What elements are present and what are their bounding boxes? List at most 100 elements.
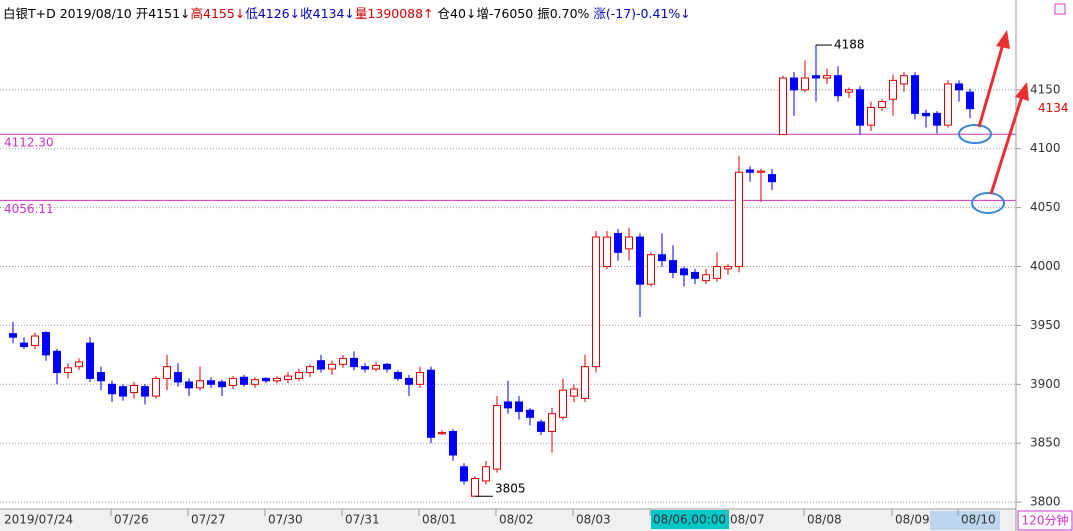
header-field: 仓40↓ [433, 6, 477, 21]
candle-body [889, 79, 897, 100]
x-tick-label: 08/03 [576, 513, 611, 527]
y-tick-label: 3950 [1030, 318, 1061, 332]
candle-body [515, 401, 523, 412]
candle-body [174, 372, 182, 383]
candle-body [229, 377, 237, 386]
candle-body [845, 89, 853, 93]
candle-body [350, 357, 358, 368]
header-field: 高4155↓ [190, 6, 246, 21]
candle-body [713, 266, 721, 279]
candle-body [570, 388, 578, 397]
y-tick-label: 4150 [1030, 82, 1061, 96]
candle-body [86, 342, 94, 379]
candle-body [911, 75, 919, 114]
circle-annotation [958, 124, 992, 144]
x-tick-label: 08/08 [807, 513, 842, 527]
header-field: 收4134↓ [300, 6, 355, 21]
candle-body [471, 478, 479, 497]
candle-body [735, 171, 743, 268]
candle-body [42, 331, 50, 356]
period-label: 120分钟 [1022, 513, 1069, 528]
candle-body [152, 377, 160, 397]
candle-body [185, 381, 193, 389]
candle-body [834, 75, 842, 97]
candle-body [306, 366, 314, 374]
candle-body [548, 413, 556, 432]
candle-body [295, 372, 303, 379]
candle-body [449, 430, 457, 456]
candle-body [636, 236, 644, 285]
candle-body [801, 77, 809, 91]
candle-body [592, 236, 600, 368]
reference-label: 4112.30 [4, 136, 54, 150]
x-tick-label: 08/01 [422, 513, 457, 527]
candle-body [559, 389, 567, 418]
candle-body [933, 112, 941, 126]
candle-body [240, 376, 248, 385]
candle-body [141, 386, 149, 397]
x-tick-label: 07/26 [114, 513, 149, 527]
cursor-label-bg [651, 510, 729, 529]
candle-body [702, 274, 710, 282]
candle-body [405, 377, 413, 385]
arrow-head [996, 30, 1010, 49]
candle-body [119, 386, 127, 397]
quote-header: 白银T+D 2019/08/10 开4151↓高4155↓低4126↓收4134… [3, 3, 691, 22]
y-tick-label: 4000 [1030, 259, 1061, 273]
candle-body [394, 372, 402, 379]
candle-body [944, 83, 952, 126]
candle-body [900, 75, 908, 85]
candle-body [53, 350, 61, 374]
candle-body [680, 268, 688, 276]
candle-body [273, 377, 281, 382]
candle-body [691, 271, 699, 279]
candle-body [207, 380, 215, 385]
candle-body [581, 366, 589, 399]
candle-body [218, 381, 226, 388]
arrow [989, 95, 1024, 195]
header-field: 开4151↓ [135, 6, 191, 21]
y-tick-label: 3900 [1030, 377, 1061, 391]
high-marker-label: 4188 [834, 38, 865, 52]
candle-body [482, 466, 490, 482]
x-tick-label: 08/07 [730, 513, 765, 527]
candle-body [867, 106, 875, 126]
window-icon[interactable] [1054, 3, 1066, 15]
header-field: 振0.70% [533, 6, 590, 21]
candle-body [416, 372, 424, 385]
y-tick-label: 3800 [1030, 495, 1061, 509]
candle-body [361, 366, 369, 370]
x-tick-label: 08/10 [961, 513, 996, 527]
x-tick-label: 07/30 [268, 513, 303, 527]
candle-body [658, 254, 666, 262]
x-tick-label: 08/06,00:00 [653, 513, 726, 527]
low-marker-label: 3805 [495, 482, 526, 496]
candle-body [955, 83, 963, 91]
candle-body [526, 409, 534, 418]
candle-body [31, 335, 39, 346]
arrow [977, 43, 1005, 128]
candle-body [262, 377, 270, 382]
header-field: 白银T+D 2019/08/10 [3, 6, 136, 21]
candle-body [9, 333, 17, 338]
candle-body [504, 401, 512, 409]
circle-annotation [971, 192, 1005, 214]
candle-body [75, 361, 83, 368]
header-field: 增-76050 [476, 6, 534, 21]
x-axis-band [0, 510, 1016, 531]
candle-body [966, 91, 974, 110]
candle-body [427, 369, 435, 438]
x-tick-label: 07/31 [345, 513, 380, 527]
arrow-head [1015, 82, 1029, 101]
candle-body [251, 379, 259, 385]
header-field: 量1390088↑ [354, 6, 434, 21]
candle-body [614, 233, 622, 253]
candle-body [372, 364, 380, 370]
x-tick-label: 08/09 [895, 513, 930, 527]
candle-body [812, 75, 820, 79]
header-field: 低4126↓ [245, 6, 301, 21]
candle-body [339, 357, 347, 365]
period-box[interactable] [1017, 510, 1073, 531]
